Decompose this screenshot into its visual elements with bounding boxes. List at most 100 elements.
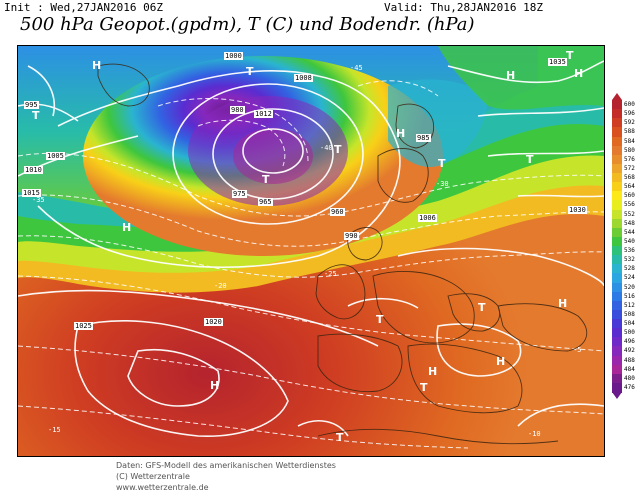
colorbar-label: 492: [624, 347, 635, 355]
isobar-label: 1025: [74, 322, 93, 330]
colorbar-segment: [612, 173, 622, 183]
colorbar-segment: [612, 154, 622, 165]
low-pressure-marker: T: [32, 109, 40, 122]
isobar-label: 965: [258, 198, 273, 206]
colorbar-label: 528: [624, 265, 635, 273]
isobar-label: 1015: [22, 189, 41, 197]
credit-line-website: www.wetterzentrale.de: [116, 483, 209, 492]
high-pressure-marker: H: [496, 355, 506, 368]
colorbar-label: 480: [624, 374, 635, 382]
colorbar-segment: [612, 182, 622, 192]
colorbar: [612, 100, 622, 393]
colorbar-label: 504: [624, 320, 635, 328]
high-pressure-marker: H: [92, 59, 102, 72]
colorbar-label: 500: [624, 329, 635, 337]
isobar-label: 990: [344, 232, 359, 240]
map-field: [18, 46, 604, 456]
colorbar-segment: [612, 209, 622, 220]
colorbar-segment: [612, 136, 622, 147]
low-pressure-marker: T: [566, 49, 574, 62]
colorbar-label: 524: [624, 274, 635, 282]
colorbar-segment: [612, 273, 622, 283]
colorbar-label: 564: [624, 183, 635, 191]
high-pressure-marker: H: [210, 379, 220, 392]
colorbar-label: 536: [624, 247, 635, 255]
low-pressure-marker: T: [438, 157, 446, 170]
isobar-label: 985: [416, 134, 431, 142]
isotherm-label: -15: [48, 426, 61, 434]
colorbar-label: 560: [624, 192, 635, 200]
valid-time-label: Valid: Thu,28JAN2016 18Z: [384, 1, 543, 14]
colorbar-label: 516: [624, 292, 635, 300]
colorbar-label: 588: [624, 128, 635, 136]
colorbar-label: 556: [624, 201, 635, 209]
colorbar-bottom-arrow: [612, 392, 622, 399]
high-pressure-marker: H: [506, 69, 516, 82]
colorbar-segment: [612, 337, 622, 347]
high-pressure-marker: H: [428, 365, 438, 378]
colorbar-segment: [612, 355, 622, 366]
high-pressure-marker: H: [558, 297, 568, 310]
colorbar-segment: [612, 319, 622, 329]
colorbar-label: 488: [624, 356, 635, 364]
colorbar-segment: [612, 163, 622, 174]
colorbar-segment: [612, 364, 622, 375]
colorbar-label: 508: [624, 310, 635, 318]
colorbar-segment: [612, 145, 622, 156]
high-pressure-marker: H: [396, 127, 406, 140]
isotherm-label: -45: [350, 64, 363, 72]
isobar-label: 1030: [568, 206, 587, 214]
isobar-label: 1012: [254, 110, 273, 118]
isobar-label: 1000: [224, 52, 243, 60]
isotherm-label: -30: [436, 180, 449, 188]
low-pressure-marker: T: [246, 65, 254, 78]
colorbar-label: 592: [624, 119, 635, 127]
colorbar-segment: [612, 236, 622, 247]
colorbar-label: 580: [624, 146, 635, 154]
isobar-label: 1008: [294, 74, 313, 82]
colorbar-segment: [612, 309, 622, 320]
low-pressure-marker: T: [478, 301, 486, 314]
low-pressure-marker: T: [336, 431, 344, 444]
low-pressure-marker: T: [334, 143, 342, 156]
isobar-label: 1005: [46, 152, 65, 160]
high-pressure-marker: H: [122, 221, 132, 234]
colorbar-label: 512: [624, 301, 635, 309]
colorbar-label: 584: [624, 137, 635, 145]
isobar-label: 995: [24, 101, 39, 109]
low-pressure-marker: T: [420, 381, 428, 394]
isobar-label: 980: [230, 106, 245, 114]
colorbar-label: 576: [624, 155, 635, 163]
isotherm-label: -10: [528, 430, 541, 438]
colorbar-segment: [612, 118, 622, 128]
colorbar-segment: [612, 255, 622, 265]
colorbar-label: 568: [624, 174, 635, 182]
colorbar-segment: [612, 346, 622, 356]
colorbar-top-arrow: [612, 93, 622, 100]
isobar-label: 1020: [204, 318, 223, 326]
colorbar-segment: [612, 300, 622, 311]
colorbar-segment: [612, 227, 622, 238]
data-credit: Daten: GFS-Modell des amerikanischen Wet…: [116, 460, 336, 493]
isobar-label: 975: [232, 190, 247, 198]
high-pressure-marker: H: [574, 67, 584, 80]
isobar-label: 1010: [24, 166, 43, 174]
colorbar-segment: [612, 109, 622, 119]
isobar-label: 960: [330, 208, 345, 216]
isotherm-label: -40: [320, 144, 333, 152]
forecast-map: 995 1000 1005 1010 1015 1020 1025 1030 1…: [17, 45, 605, 457]
colorbar-segment: [612, 127, 622, 137]
colorbar-segment: [612, 100, 622, 110]
colorbar-segment: [612, 264, 622, 274]
isobar-label: 1035: [548, 58, 567, 66]
map-title: 500 hPa Geopot.(gpdm), T (C) und Bodendr…: [20, 14, 475, 35]
colorbar-labels: 600 596 592 588 584 580 576 572 568 564 560 556 552 5…: [623, 100, 640, 392]
colorbar-segment: [612, 246, 622, 256]
colorbar-segment: [612, 218, 622, 229]
low-pressure-marker: T: [262, 173, 270, 186]
colorbar-segment: [612, 191, 622, 201]
colorbar-label: 496: [624, 338, 635, 346]
colorbar-label: 596: [624, 110, 635, 118]
isobar-label: 1006: [418, 214, 437, 222]
colorbar-segment: [612, 382, 622, 393]
